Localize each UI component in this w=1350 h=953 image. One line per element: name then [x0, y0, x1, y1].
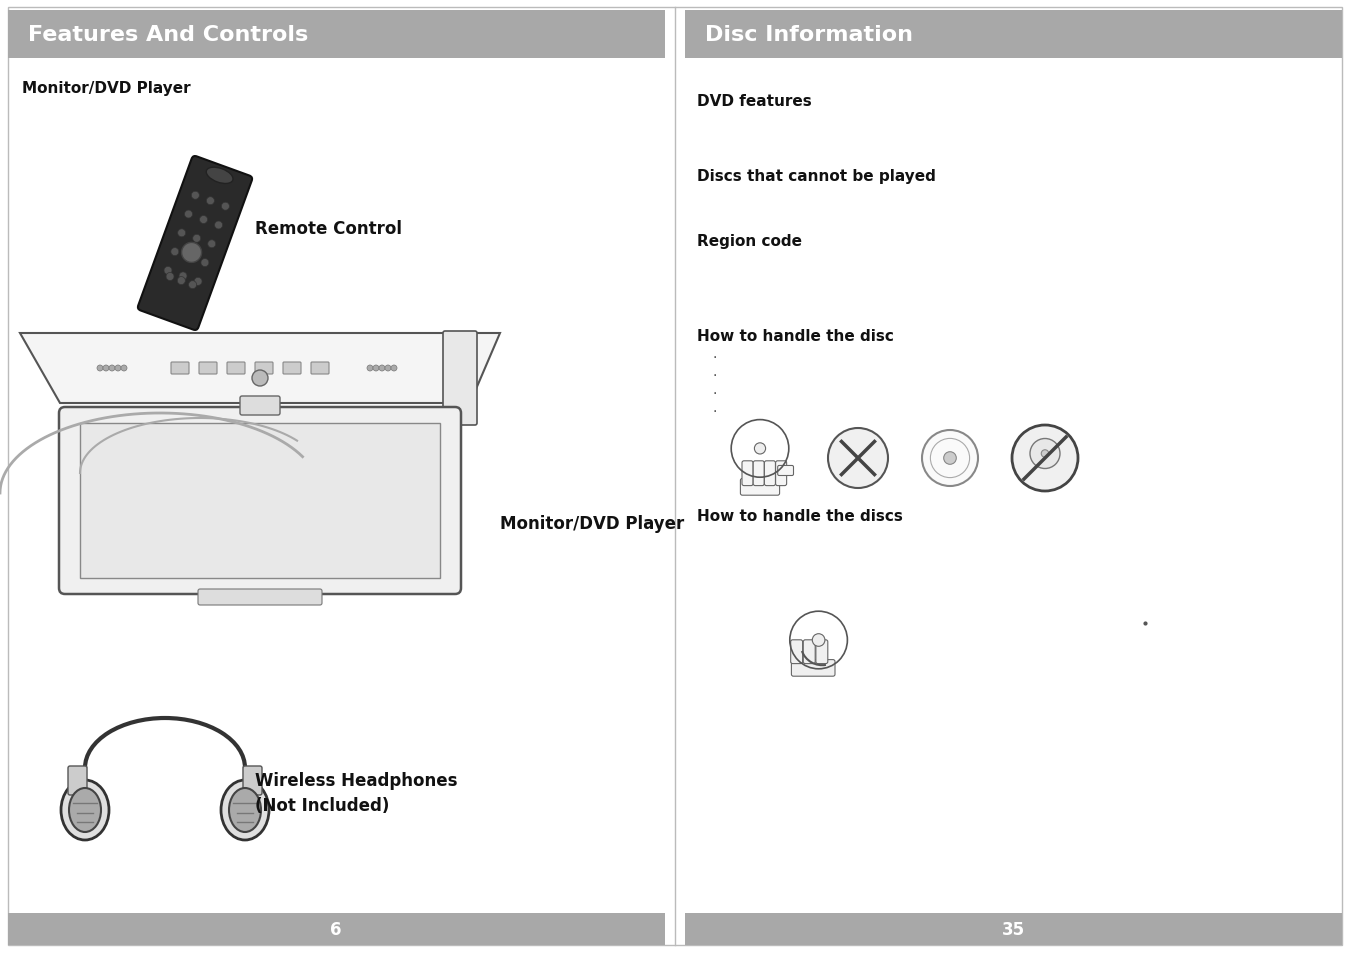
Ellipse shape	[813, 634, 825, 647]
Circle shape	[252, 371, 269, 387]
Circle shape	[189, 281, 197, 290]
Circle shape	[186, 253, 194, 262]
FancyBboxPatch shape	[255, 363, 273, 375]
Bar	[8, 913, 666, 945]
FancyBboxPatch shape	[138, 157, 252, 331]
FancyBboxPatch shape	[443, 332, 477, 426]
FancyBboxPatch shape	[776, 461, 787, 486]
Circle shape	[171, 249, 178, 256]
FancyBboxPatch shape	[171, 363, 189, 375]
Text: ·: ·	[711, 387, 717, 400]
Circle shape	[122, 366, 127, 372]
Circle shape	[180, 273, 188, 280]
Circle shape	[166, 274, 174, 281]
Text: Monitor/DVD Player: Monitor/DVD Player	[22, 81, 190, 96]
FancyBboxPatch shape	[80, 423, 440, 578]
FancyBboxPatch shape	[240, 396, 279, 416]
Circle shape	[97, 366, 103, 372]
Circle shape	[182, 243, 201, 263]
FancyBboxPatch shape	[753, 461, 764, 486]
Circle shape	[115, 366, 122, 372]
FancyBboxPatch shape	[791, 659, 836, 677]
FancyBboxPatch shape	[59, 408, 460, 595]
Text: ·: ·	[711, 369, 717, 382]
Ellipse shape	[1030, 439, 1060, 469]
FancyBboxPatch shape	[284, 363, 301, 375]
Circle shape	[385, 366, 391, 372]
Ellipse shape	[922, 431, 977, 486]
Circle shape	[373, 366, 379, 372]
Text: ·: ·	[711, 405, 717, 418]
Circle shape	[379, 366, 385, 372]
Bar	[684, 11, 1342, 59]
Circle shape	[177, 277, 185, 285]
Text: 35: 35	[1002, 920, 1025, 938]
FancyBboxPatch shape	[778, 466, 794, 476]
FancyBboxPatch shape	[815, 640, 828, 664]
Text: DVD features: DVD features	[697, 94, 811, 109]
Ellipse shape	[755, 443, 765, 455]
Text: How to handle the discs: How to handle the discs	[697, 509, 903, 523]
Text: Monitor/DVD Player: Monitor/DVD Player	[500, 515, 684, 533]
Bar	[684, 913, 1342, 945]
Ellipse shape	[944, 453, 956, 465]
FancyBboxPatch shape	[743, 461, 753, 486]
Text: Wireless Headphones
(Not Included): Wireless Headphones (Not Included)	[255, 772, 458, 815]
Ellipse shape	[207, 168, 234, 184]
Ellipse shape	[69, 788, 101, 832]
Circle shape	[192, 193, 200, 200]
Ellipse shape	[221, 781, 269, 841]
Circle shape	[163, 267, 171, 275]
Circle shape	[367, 366, 373, 372]
Text: Disc Information: Disc Information	[705, 25, 913, 45]
Ellipse shape	[230, 788, 261, 832]
Text: How to handle the disc: How to handle the disc	[697, 329, 894, 344]
Text: 6: 6	[331, 920, 342, 938]
Circle shape	[185, 211, 193, 219]
FancyBboxPatch shape	[764, 461, 775, 486]
Polygon shape	[20, 334, 500, 403]
FancyBboxPatch shape	[243, 766, 262, 795]
Bar	[8, 11, 666, 59]
FancyBboxPatch shape	[227, 363, 244, 375]
Text: Discs that cannot be played: Discs that cannot be played	[697, 169, 936, 184]
Circle shape	[221, 203, 230, 211]
Circle shape	[109, 366, 115, 372]
FancyBboxPatch shape	[310, 363, 329, 375]
FancyBboxPatch shape	[803, 640, 815, 664]
Circle shape	[103, 366, 109, 372]
FancyBboxPatch shape	[198, 363, 217, 375]
Ellipse shape	[1012, 426, 1079, 492]
Text: Features And Controls: Features And Controls	[28, 25, 308, 45]
Circle shape	[201, 259, 209, 267]
Circle shape	[207, 197, 215, 206]
FancyBboxPatch shape	[68, 766, 86, 795]
Circle shape	[215, 222, 223, 230]
Text: Region code: Region code	[697, 233, 802, 249]
Circle shape	[193, 235, 201, 243]
Ellipse shape	[1041, 450, 1049, 457]
Circle shape	[194, 278, 202, 286]
Ellipse shape	[828, 429, 888, 489]
Circle shape	[208, 240, 216, 249]
Text: ·: ·	[711, 351, 717, 365]
FancyBboxPatch shape	[198, 589, 323, 605]
FancyBboxPatch shape	[791, 640, 803, 664]
Circle shape	[200, 216, 208, 224]
Ellipse shape	[61, 781, 109, 841]
Circle shape	[392, 366, 397, 372]
Circle shape	[178, 230, 186, 237]
Text: Remote Control: Remote Control	[255, 220, 402, 237]
FancyBboxPatch shape	[740, 479, 779, 496]
